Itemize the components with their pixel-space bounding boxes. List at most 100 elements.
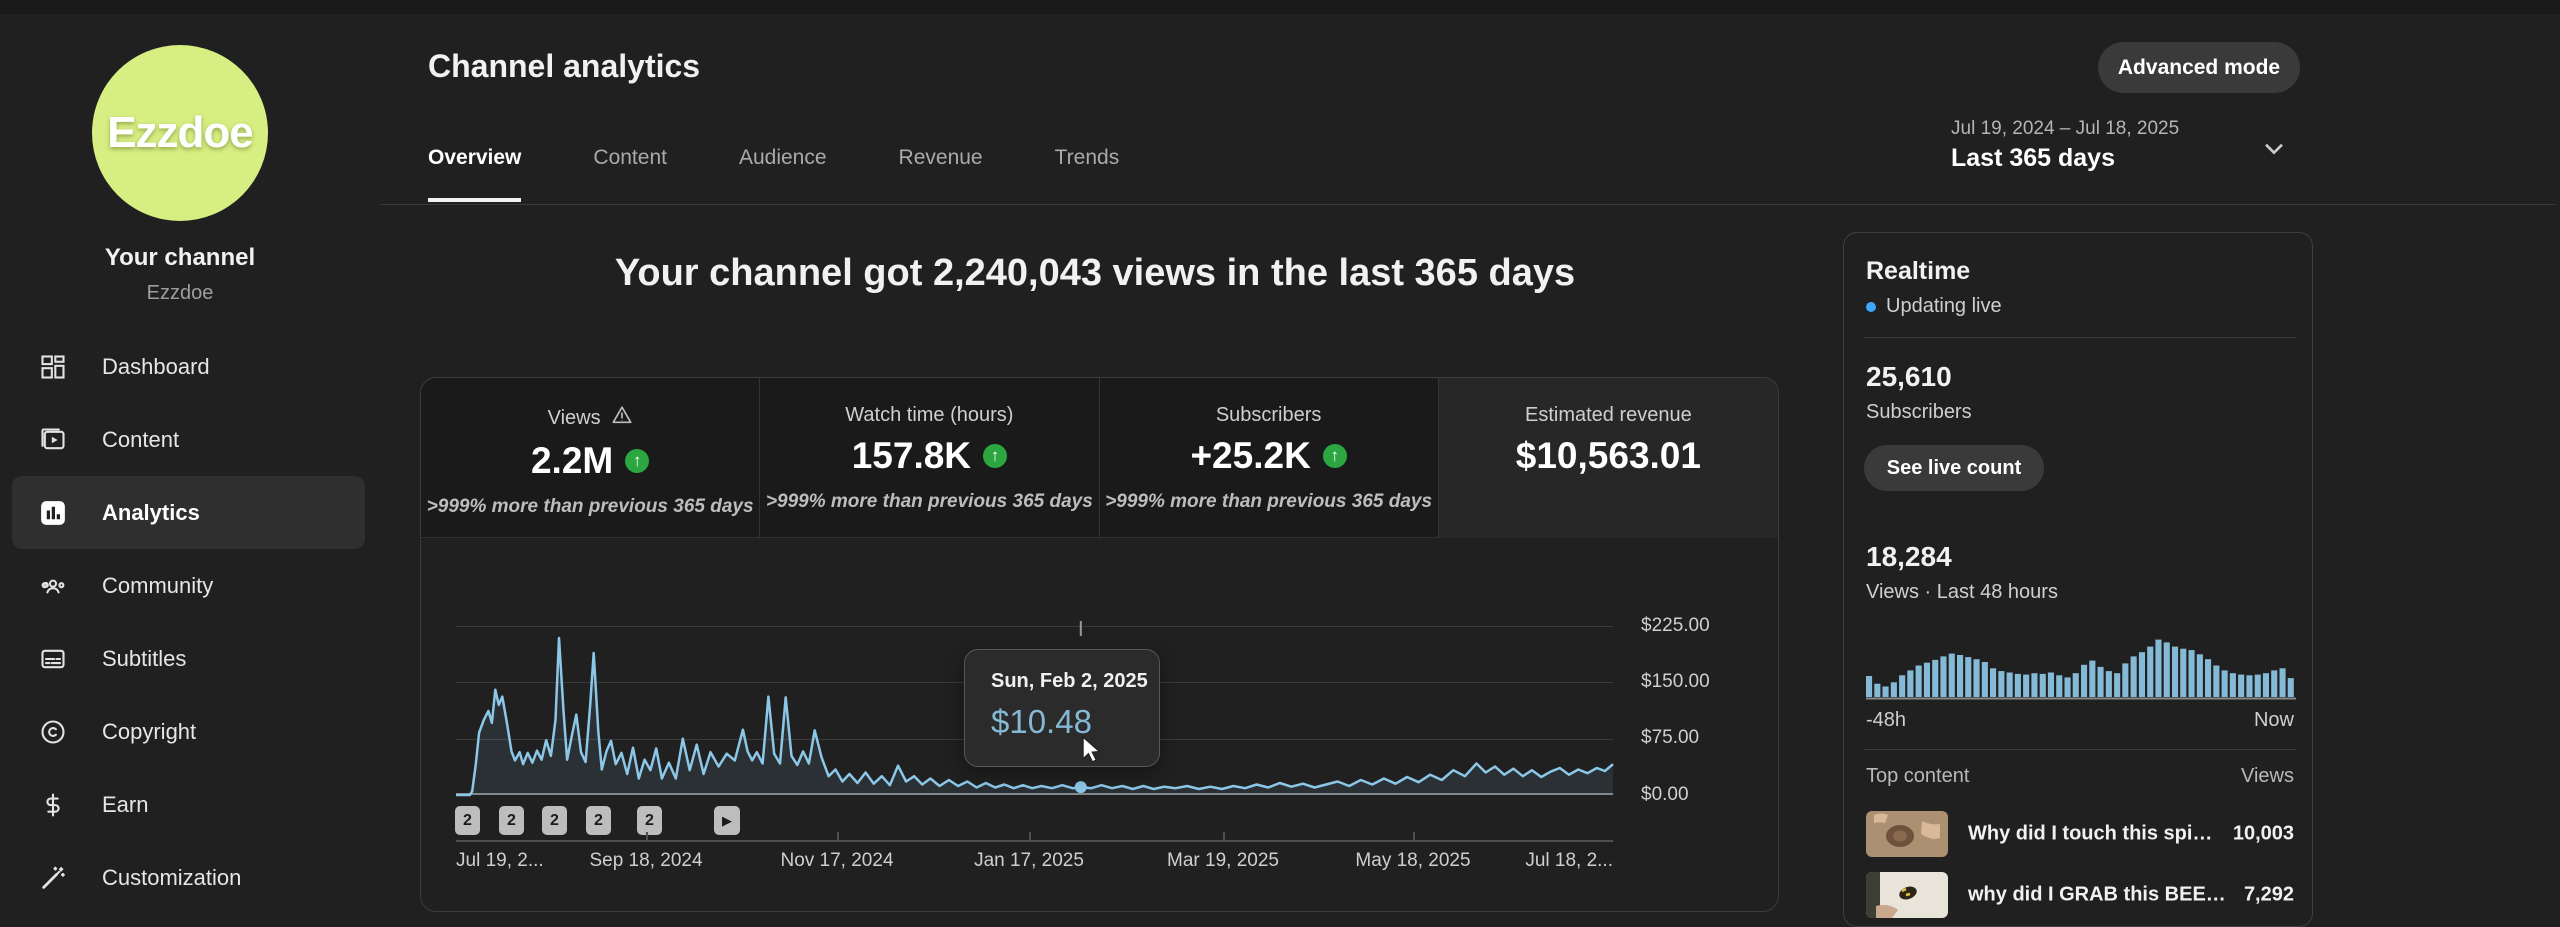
gridline-0-baseline <box>456 793 1613 795</box>
tab-overview[interactable]: Overview <box>428 146 522 202</box>
chart-tooltip: Sun, Feb 2, 2025 $10.48 <box>964 649 1160 767</box>
ytick-75: $75.00 <box>1641 727 1700 748</box>
revenue-line <box>456 636 1614 797</box>
tab-audience[interactable]: Audience <box>738 146 827 169</box>
top-content-views-header: Views <box>2241 765 2294 787</box>
tab-content[interactable]: Content <box>593 146 667 169</box>
customization-icon <box>38 863 68 893</box>
xtick-0: Jul 19, 2... <box>456 850 544 871</box>
realtime-views-label: Views · Last 48 hours <box>1866 581 2058 603</box>
ytick-150: $150.00 <box>1641 671 1710 692</box>
headline: Your channel got 2,240,043 views in the … <box>614 252 1576 294</box>
metric-delta: >999% more than previous 365 days <box>426 496 754 517</box>
warning-icon <box>611 404 633 432</box>
divider <box>1864 749 2296 750</box>
video-thumbnail <box>1866 872 1948 918</box>
sidebar-item-label: Content <box>102 426 180 452</box>
sidebar-item-dashboard[interactable]: Dashboard <box>12 330 365 403</box>
xtick-1: Sep 18, 2024 <box>589 850 703 871</box>
realtime-views-value: 18,284 <box>1866 541 1952 572</box>
sidebar-nav: Dashboard Content Analytics Community Su… <box>0 330 375 914</box>
metric-value: 157.8K ↑ <box>760 435 1098 477</box>
realtime-bars-chart <box>1866 639 2296 700</box>
trend-up-icon: ↑ <box>983 444 1008 468</box>
video-marker-badge[interactable]: 2 <box>586 806 611 835</box>
subtitles-icon <box>38 644 68 674</box>
xtick-3: Jan 17, 2025 <box>974 850 1084 871</box>
metric-card-watch-time[interactable]: Watch time (hours) 157.8K ↑ >999% more th… <box>760 378 1100 538</box>
sidebar-item-label: Dashboard <box>102 353 210 379</box>
sidebar-item-copyright[interactable]: Copyright <box>12 695 365 768</box>
xtick-2: Nov 17, 2024 <box>780 850 894 871</box>
metric-card-estimated-revenue[interactable]: Estimated revenue $10,563.01 <box>1438 378 1778 538</box>
dashboard-icon <box>38 352 68 382</box>
tabs-divider <box>380 204 2556 205</box>
tooltip-date: Sun, Feb 2, 2025 <box>991 670 1148 692</box>
sidebar-item-label: Community <box>102 572 214 598</box>
advanced-mode-button[interactable]: Advanced mode <box>2098 42 2300 93</box>
tab-revenue[interactable]: Revenue <box>898 146 983 169</box>
community-icon <box>38 571 68 601</box>
hover-point-dot <box>1074 781 1087 794</box>
xtick-6: Jul 18, 2... <box>1525 850 1613 871</box>
top-content-row[interactable]: why did I GRAB this BEE… 7,292 <box>1866 872 2294 918</box>
earn-icon <box>38 790 68 820</box>
sidebar-item-subtitles[interactable]: Subtitles <box>12 622 365 695</box>
top-content-row[interactable]: Why did I touch this spi… 10,003 <box>1866 811 2294 857</box>
video-marker-badge[interactable]: 2 <box>499 806 524 835</box>
tab-trends[interactable]: Trends <box>1054 146 1120 169</box>
sidebar-item-content[interactable]: Content <box>12 403 365 476</box>
metric-label: Estimated revenue <box>1524 404 1692 426</box>
metric-label: Watch time (hours) <box>845 404 1014 426</box>
realtime-card: Realtime Updating live 25,610 Subscriber… <box>1843 232 2313 927</box>
metric-card-subscribers[interactable]: Subscribers +25.2K ↑ >999% more than prev… <box>1099 378 1439 538</box>
xtick-4: Mar 19, 2025 <box>1167 850 1279 871</box>
video-title: Why did I touch this spi… <box>1968 822 2213 845</box>
x-axis-tick <box>837 832 839 840</box>
sidebar-item-community[interactable]: Community <box>12 549 365 622</box>
x-axis-tick <box>1413 832 1415 840</box>
trend-up-icon: ↑ <box>1322 444 1347 468</box>
video-thumbnail <box>1866 811 1948 857</box>
avatar-text: Ezzdoe <box>107 108 254 157</box>
channel-name: Ezzdoe <box>146 282 214 304</box>
mouse-cursor <box>1082 735 1108 769</box>
revenue-area-fill <box>456 638 1613 795</box>
date-preset-selector[interactable]: Last 365 days <box>1951 144 2115 172</box>
sidebar-item-label: Subtitles <box>102 645 187 671</box>
video-views: 10,003 <box>2232 822 2294 845</box>
metric-label: Views <box>421 404 759 432</box>
content-icon <box>38 425 68 455</box>
realtime-status: Updating live <box>1866 295 2002 318</box>
channel-avatar[interactable]: Ezzdoe <box>92 45 268 221</box>
live-dot-icon <box>1866 301 1876 312</box>
metric-value: +25.2K ↑ <box>1100 435 1438 477</box>
copyright-icon <box>38 717 68 747</box>
chevron-down-icon[interactable] <box>2258 132 2290 169</box>
window-top-edge <box>0 0 2560 14</box>
sidebar-item-earn[interactable]: Earn <box>12 768 365 841</box>
realtime-subscribers-label: Subscribers <box>1866 401 1972 423</box>
xtick-5: May 18, 2025 <box>1355 850 1471 871</box>
tooltip-value: $10.48 <box>991 703 1092 740</box>
x-axis-tick <box>646 832 648 840</box>
video-marker-play-badge[interactable]: ▶ <box>714 806 740 835</box>
see-live-count-button[interactable]: See live count <box>1864 445 2044 491</box>
ytick-225: $225.00 <box>1641 615 1710 636</box>
video-marker-badge[interactable]: 2 <box>637 806 662 835</box>
date-range-label: Jul 19, 2024 – Jul 18, 2025 <box>1951 118 2180 139</box>
realtime-axis-right: Now <box>2253 709 2294 731</box>
analytics-icon <box>38 498 68 528</box>
x-axis-tick <box>1029 832 1031 840</box>
video-marker-badge[interactable]: 2 <box>542 806 567 835</box>
realtime-axis-left: -48h <box>1866 709 1907 731</box>
trend-up-icon: ↑ <box>625 449 650 473</box>
analytics-card: Views 2.2M ↑ >999% more than previous 365… <box>420 377 1779 912</box>
video-marker-badge[interactable]: 2 <box>455 806 480 835</box>
metric-card-views[interactable]: Views 2.2M ↑ >999% more than previous 365… <box>421 378 761 538</box>
metric-label: Subscribers <box>1215 404 1322 426</box>
x-axis-tick <box>1223 832 1225 840</box>
revenue-chart-svg <box>456 621 1614 797</box>
sidebar-item-analytics[interactable]: Analytics <box>12 476 365 549</box>
sidebar-item-customization[interactable]: Customization <box>12 841 365 914</box>
